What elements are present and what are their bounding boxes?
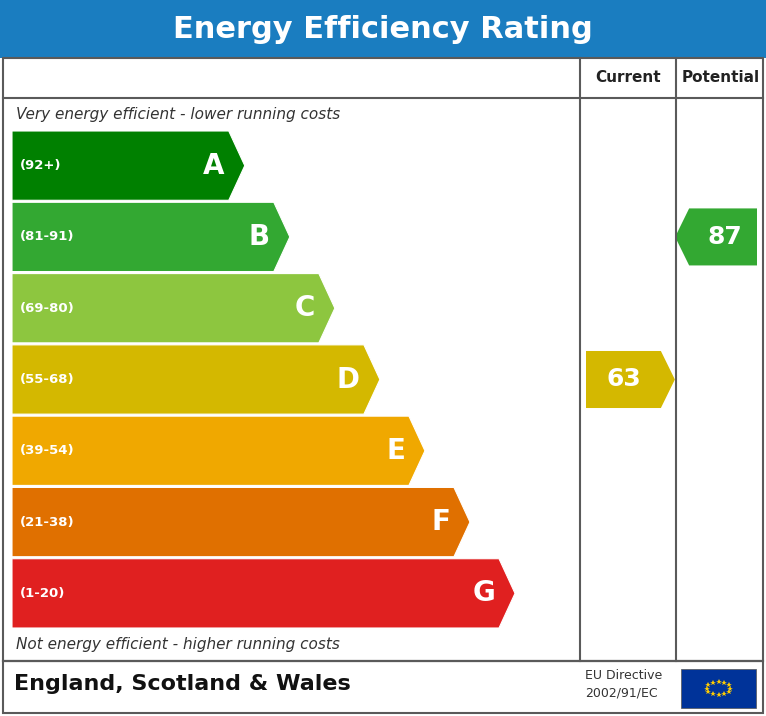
Text: Not energy efficient - higher running costs: Not energy efficient - higher running co… <box>16 637 340 652</box>
Text: B: B <box>249 223 270 251</box>
Polygon shape <box>675 208 757 266</box>
Text: (81-91): (81-91) <box>20 231 74 243</box>
Polygon shape <box>12 274 335 343</box>
Text: (69-80): (69-80) <box>20 301 75 315</box>
Bar <box>681 669 756 708</box>
Text: England, Scotland & Wales: England, Scotland & Wales <box>14 674 351 695</box>
Polygon shape <box>12 131 245 200</box>
Text: C: C <box>294 294 315 322</box>
Text: Current: Current <box>595 70 661 85</box>
Text: (92+): (92+) <box>20 159 61 172</box>
Text: (55-68): (55-68) <box>20 373 74 386</box>
Polygon shape <box>586 351 675 408</box>
Text: (39-54): (39-54) <box>20 445 74 458</box>
Text: (1-20): (1-20) <box>20 587 65 600</box>
Text: Energy Efficiency Rating: Energy Efficiency Rating <box>173 14 593 44</box>
Text: 63: 63 <box>606 367 641 392</box>
Text: E: E <box>386 437 405 465</box>
Text: (21-38): (21-38) <box>20 516 74 528</box>
Text: D: D <box>337 365 360 394</box>
Bar <box>0 0 766 58</box>
Text: 87: 87 <box>708 225 742 249</box>
Polygon shape <box>12 345 380 414</box>
Text: Very energy efficient - lower running costs: Very energy efficient - lower running co… <box>16 107 340 122</box>
Polygon shape <box>12 488 470 557</box>
Bar <box>3 58 763 661</box>
Text: F: F <box>431 508 450 536</box>
Bar <box>3 661 763 713</box>
Text: Potential: Potential <box>682 70 760 85</box>
Polygon shape <box>12 416 425 485</box>
Polygon shape <box>12 203 290 271</box>
Polygon shape <box>12 558 515 628</box>
Text: G: G <box>473 579 495 607</box>
Text: A: A <box>203 152 224 180</box>
Text: EU Directive
2002/91/EC: EU Directive 2002/91/EC <box>585 669 663 700</box>
